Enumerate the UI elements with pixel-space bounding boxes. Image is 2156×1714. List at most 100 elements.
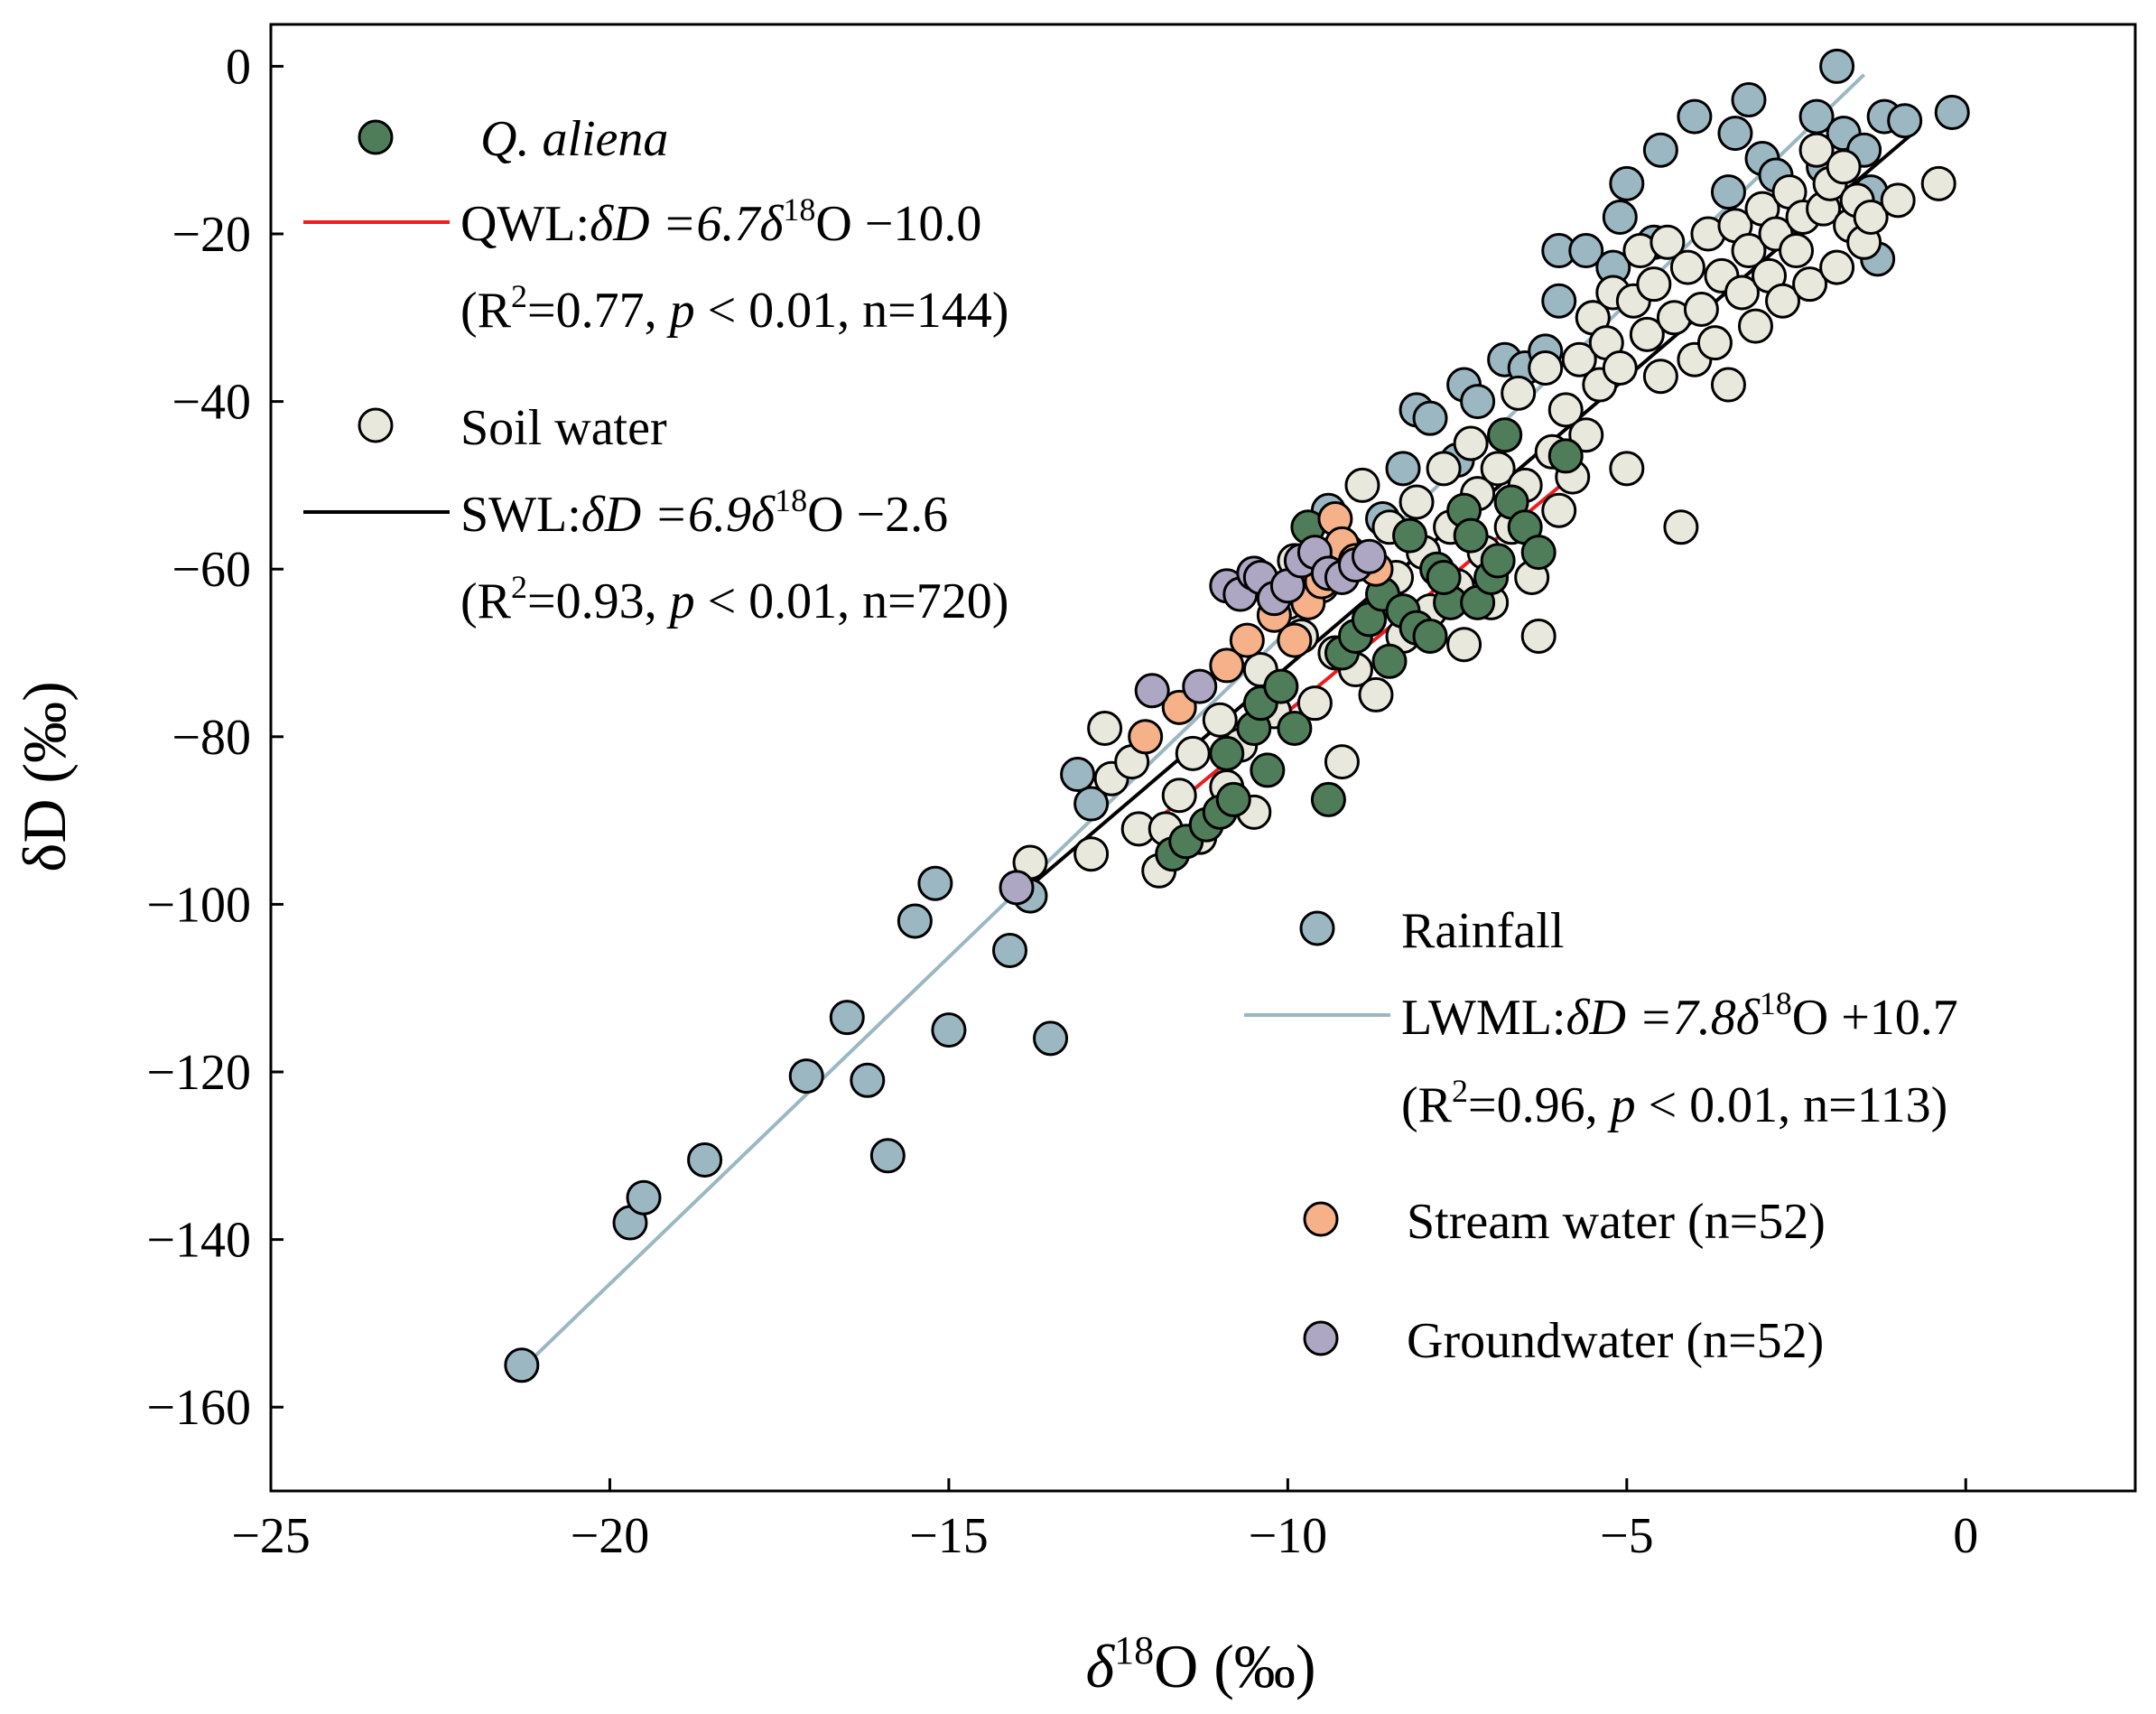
point-soil [1541, 492, 1577, 528]
point-qaliena [1412, 618, 1448, 654]
point-rain [1934, 94, 1970, 130]
point-soil [1602, 349, 1638, 386]
point-soil [1853, 199, 1889, 235]
point-qaliena [1371, 643, 1408, 679]
legend-marker-qaliena [358, 119, 394, 155]
point-qaliena [1277, 711, 1313, 747]
data-points [504, 48, 1970, 1383]
point-soil [1629, 316, 1665, 352]
legend-stats-lwml: (R2=0.96, p < 0.01, n=113) [1401, 1073, 1947, 1133]
point-soil [1324, 744, 1360, 780]
point-ground [1182, 668, 1218, 704]
x-tick-label: −15 [909, 1508, 989, 1564]
legend-label-soil: Soil water [460, 400, 667, 456]
point-rain [1710, 174, 1746, 210]
point-soil [1920, 165, 1956, 201]
y-tick-label: −60 [172, 542, 251, 598]
point-soil [1453, 425, 1489, 461]
point-soil [1669, 249, 1705, 285]
legend-label-qaliena: Q. aliena [480, 111, 668, 167]
point-soil [1520, 618, 1557, 654]
y-tick-label: −20 [172, 207, 251, 263]
point-soil [1609, 451, 1645, 487]
legend-marker-rain [1299, 910, 1335, 946]
point-rain [1541, 283, 1577, 319]
point-ground [1134, 673, 1170, 709]
point-soil [1073, 836, 1110, 872]
x-axis-label: δ18O (‰) [1085, 1628, 1315, 1700]
point-rain [850, 1062, 886, 1098]
point-rain [504, 1347, 540, 1383]
y-tick-label: −140 [146, 1213, 251, 1269]
x-tick-label: −20 [571, 1508, 650, 1564]
point-rain [1460, 384, 1496, 420]
y-tick-label: −100 [146, 877, 251, 933]
point-rain [1731, 82, 1767, 118]
x-tick-label: 0 [1953, 1508, 1978, 1564]
point-stream [1277, 622, 1313, 658]
point-soil [1568, 417, 1604, 453]
point-soil [1737, 308, 1773, 344]
point-rain [1412, 400, 1448, 436]
point-soil [1792, 266, 1828, 303]
legend-stats-swl: (R2=0.93, p < 0.01, n=720) [460, 569, 1008, 629]
point-qaliena [1453, 517, 1489, 554]
point-rain [829, 1000, 865, 1036]
fit-line-lwml [526, 73, 1866, 1365]
point-stream [1161, 689, 1197, 725]
point-soil [1650, 224, 1686, 260]
point-ground [1351, 538, 1387, 574]
point-qaliena [1310, 781, 1346, 817]
point-rain [1060, 757, 1096, 793]
point-rain [1609, 165, 1645, 201]
point-soil [1528, 349, 1564, 386]
point-rain [1073, 786, 1110, 822]
y-tick-label: −120 [146, 1045, 251, 1101]
point-soil [1779, 233, 1815, 269]
point-soil [1480, 451, 1516, 487]
point-rain [931, 1012, 967, 1048]
point-rain [1033, 1020, 1069, 1057]
point-soil [1175, 735, 1211, 771]
point-soil [1880, 182, 1916, 219]
point-soil [1547, 392, 1584, 428]
point-qaliena [1487, 417, 1523, 453]
point-qaliena [1250, 752, 1286, 788]
y-tick-label: −80 [172, 710, 251, 766]
point-soil [1798, 132, 1835, 168]
point-qaliena [1480, 543, 1516, 579]
point-soil [1765, 283, 1801, 319]
point-soil [1358, 676, 1394, 713]
point-rain [1568, 233, 1604, 269]
point-rain [1602, 199, 1638, 235]
legend-eq-qwl: QWL:δD =6.7δ18O −10.0 [460, 191, 981, 252]
legend-label-ground: Groundwater (n=52) [1407, 1313, 1824, 1369]
point-rain [897, 903, 933, 939]
point-soil [1696, 325, 1733, 361]
point-soil [1087, 711, 1123, 747]
y-tick-label: −40 [172, 375, 251, 431]
point-qaliena [1215, 781, 1251, 817]
legend-eq-swl: SWL:δD =6.9δ18O −2.6 [460, 482, 948, 543]
legend-marker-ground [1303, 1320, 1339, 1356]
point-rain [1819, 48, 1855, 84]
point-rain [687, 1141, 723, 1178]
point-soil [1561, 341, 1597, 377]
x-tick-labels: −25 −20 −15 −10 −5 0 [231, 1508, 1978, 1564]
point-qaliena [1209, 735, 1245, 771]
point-soil [1296, 685, 1333, 722]
point-qaliena [1392, 517, 1428, 554]
legend-label-stream: Stream water (n=52) [1407, 1194, 1826, 1250]
point-stream [1128, 719, 1164, 755]
point-soil [1636, 266, 1672, 303]
point-ground [999, 870, 1035, 906]
point-soil [1161, 778, 1197, 814]
point-soil [1826, 149, 1862, 185]
legend-marker-soil [358, 407, 394, 443]
point-rain [1717, 116, 1753, 152]
y-tick-label: −160 [146, 1380, 251, 1436]
legend-label-rain: Rainfall [1401, 903, 1564, 959]
point-qaliena [1426, 559, 1462, 595]
legend-marker-stream [1303, 1201, 1339, 1237]
